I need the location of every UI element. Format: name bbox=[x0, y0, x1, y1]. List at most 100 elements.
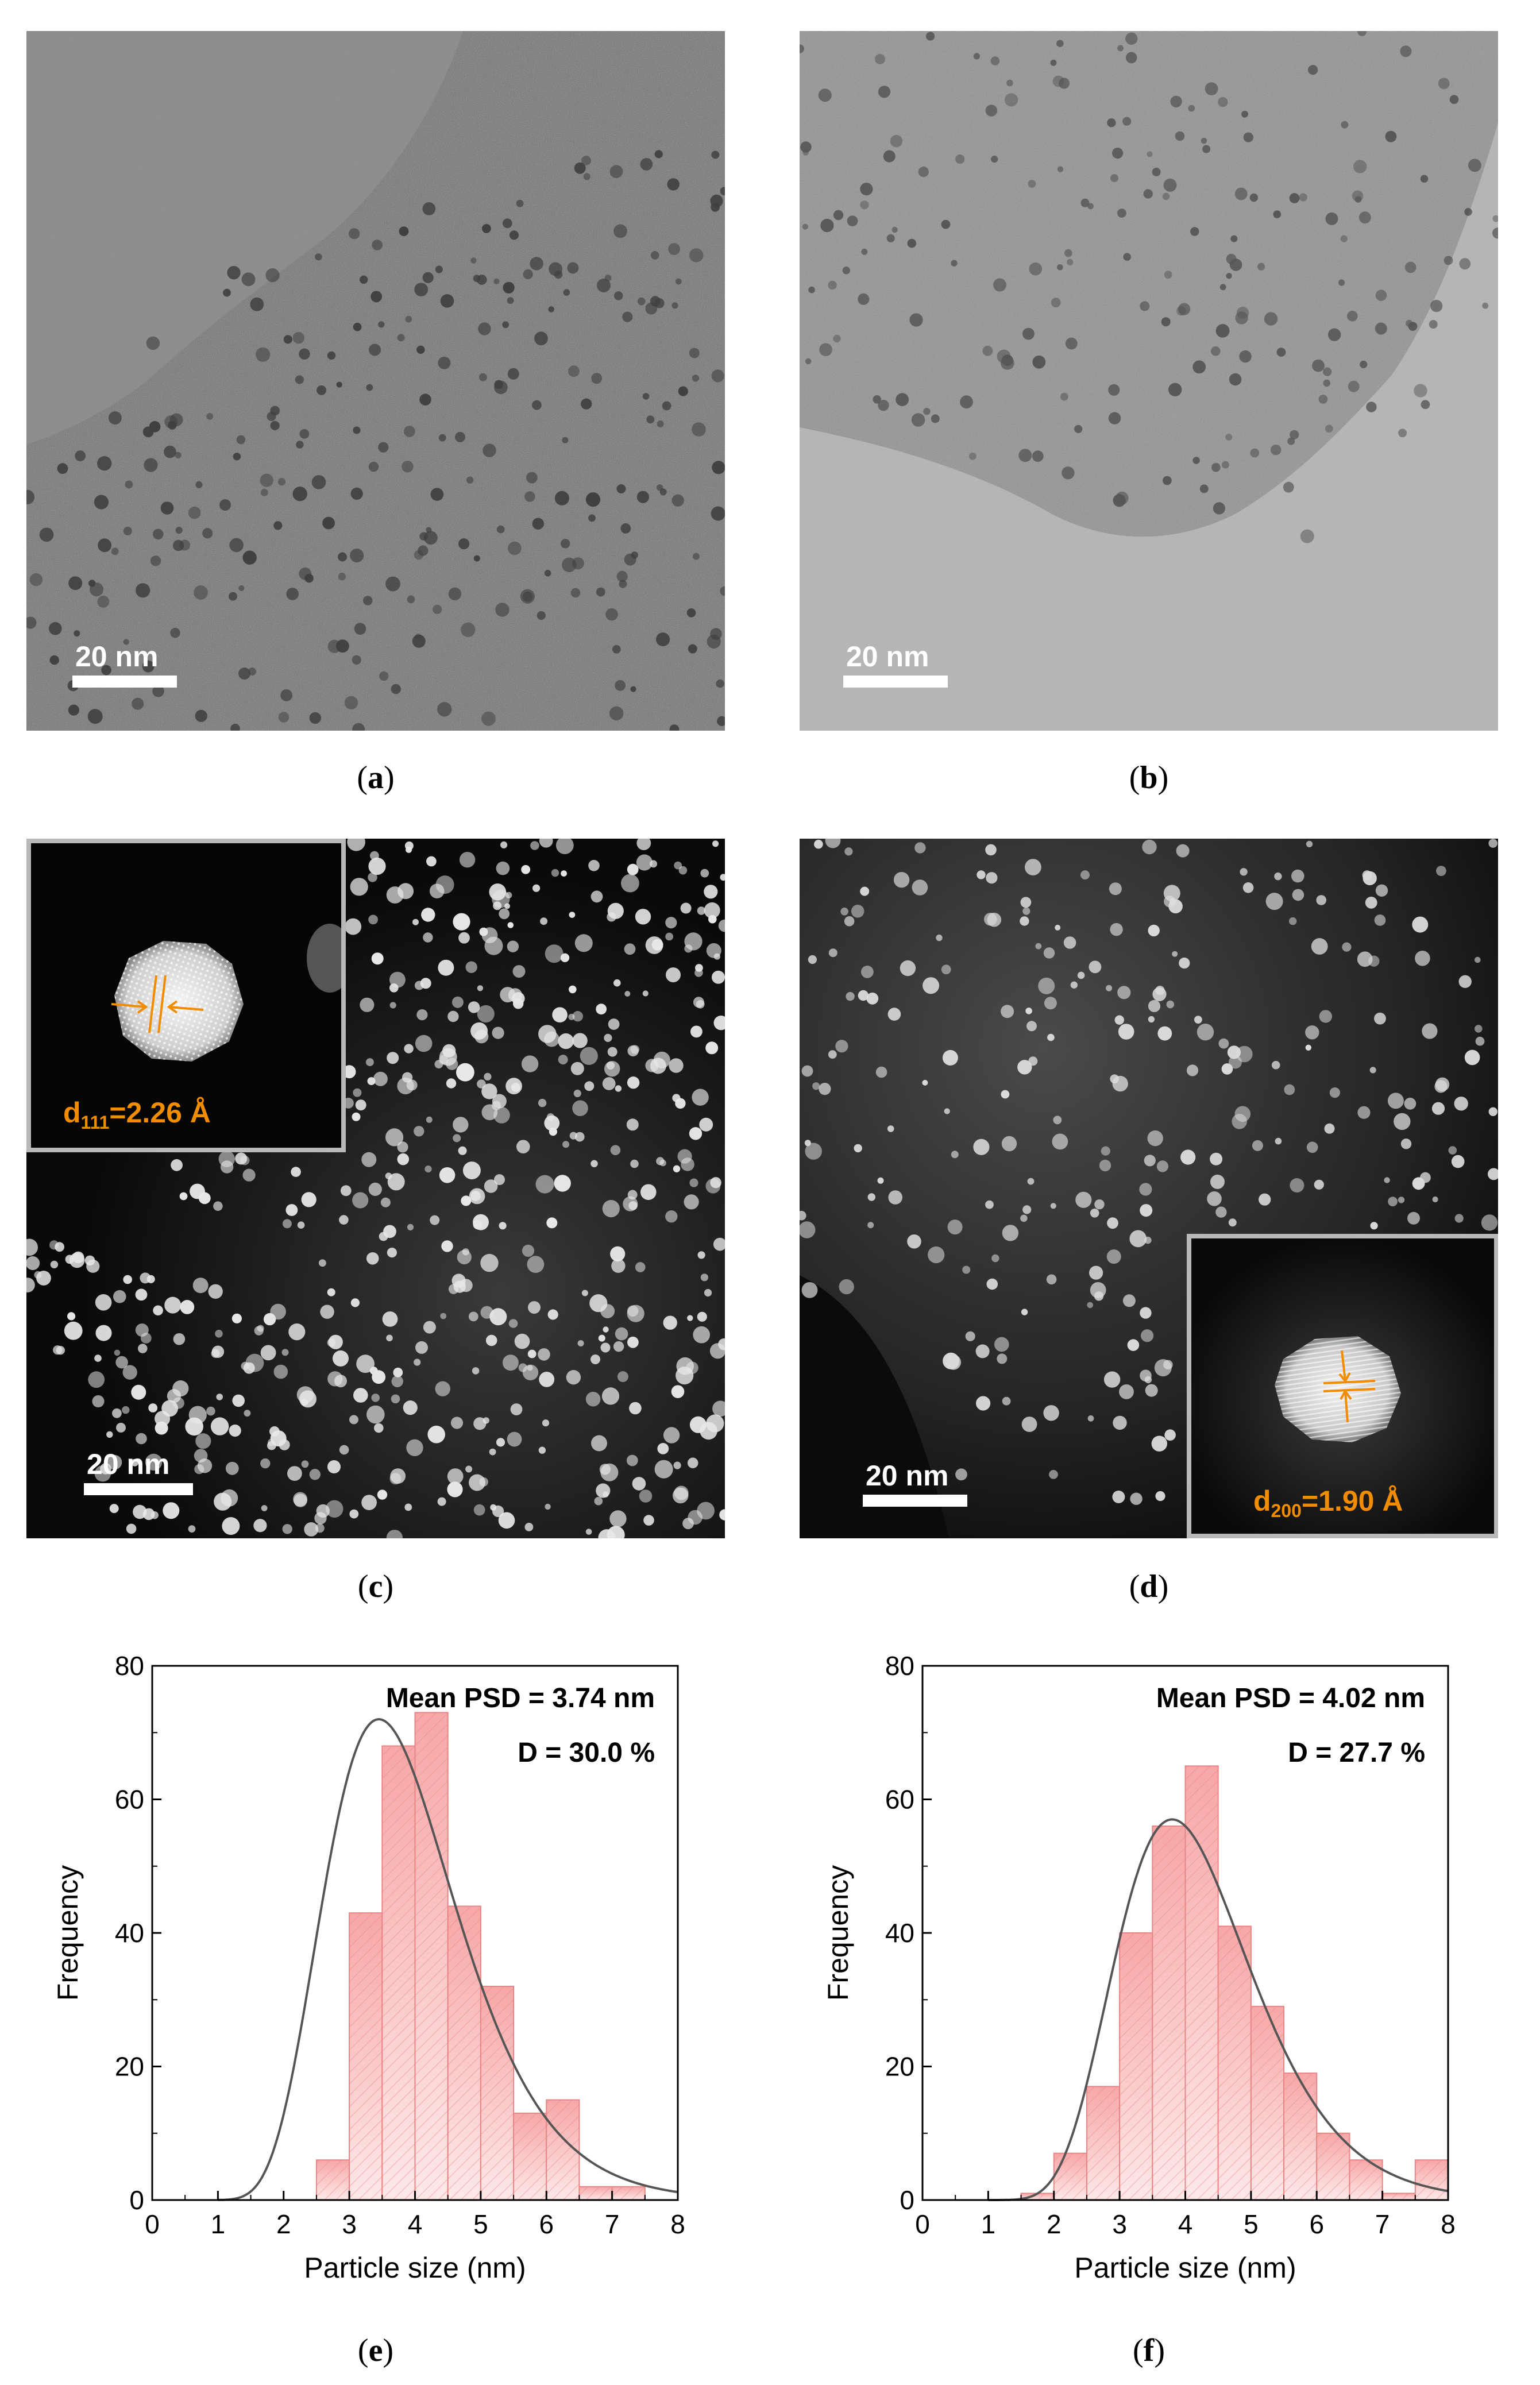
particle-dot bbox=[489, 1308, 507, 1326]
particle-dot bbox=[277, 478, 286, 486]
histogram-bar-hatch bbox=[1152, 1826, 1186, 2200]
particle-dot bbox=[1398, 429, 1407, 438]
particle-dot bbox=[149, 421, 161, 433]
particle-dot bbox=[1300, 529, 1314, 543]
particle-dot bbox=[171, 1159, 183, 1171]
particle-dot bbox=[1057, 264, 1063, 271]
particle-dot bbox=[526, 472, 538, 484]
particle-dot bbox=[1029, 263, 1043, 276]
particle-dot bbox=[609, 165, 623, 179]
scale-bar-a: 20 nm bbox=[72, 640, 187, 703]
particle-dot bbox=[635, 909, 651, 925]
particle-dot bbox=[1458, 975, 1472, 988]
particle-dot bbox=[477, 985, 484, 991]
particle-dot bbox=[657, 484, 663, 491]
particle-dot bbox=[352, 655, 361, 665]
scale-bar-line bbox=[863, 1495, 967, 1507]
particle-dot bbox=[415, 1035, 433, 1052]
particle-dot bbox=[626, 1454, 638, 1466]
particle-dot bbox=[69, 1252, 85, 1268]
particle-dot bbox=[1305, 1044, 1311, 1051]
particle-dot bbox=[430, 1215, 440, 1225]
particle-dot bbox=[1062, 466, 1075, 480]
particle-dot bbox=[692, 553, 700, 560]
particle-dot bbox=[1156, 1160, 1168, 1172]
particle-dot bbox=[473, 555, 480, 562]
particle-dot bbox=[265, 268, 280, 283]
particle-dot bbox=[1388, 1197, 1398, 1207]
particle-dot bbox=[1050, 59, 1057, 66]
particle-dot bbox=[665, 917, 677, 929]
particle-dot bbox=[135, 1323, 149, 1337]
particle-dot bbox=[808, 955, 817, 964]
particle-dot bbox=[546, 1217, 558, 1229]
particle-dot bbox=[819, 1083, 831, 1095]
particle-dot bbox=[1271, 1060, 1280, 1070]
tem-image-a: 20 nm bbox=[26, 31, 725, 731]
particle-dot bbox=[1239, 350, 1252, 363]
particle-dot bbox=[918, 167, 929, 177]
particle-dot bbox=[590, 890, 603, 903]
particle-dot bbox=[878, 86, 891, 98]
particle-dot bbox=[214, 1492, 232, 1511]
particle-dot bbox=[635, 1262, 646, 1272]
particle-dot bbox=[250, 297, 264, 311]
particle-dot bbox=[554, 1175, 571, 1192]
particle-dot bbox=[195, 709, 207, 722]
particle-dot bbox=[407, 595, 415, 604]
particle-dot bbox=[839, 1279, 854, 1295]
particle-dot bbox=[613, 979, 621, 987]
particle-dot bbox=[1284, 1084, 1295, 1095]
particle-dot bbox=[180, 1300, 195, 1314]
particle-dot bbox=[877, 1177, 884, 1184]
particle-dot bbox=[223, 288, 231, 297]
particle-dot bbox=[590, 1354, 600, 1364]
particle-dot bbox=[458, 932, 470, 944]
particle-dot bbox=[689, 1178, 698, 1187]
particle-dot bbox=[1163, 885, 1180, 902]
particle-dot bbox=[1415, 951, 1430, 966]
particle-dot bbox=[700, 869, 709, 878]
particle-dot bbox=[484, 1072, 492, 1080]
particle-dot bbox=[230, 723, 240, 731]
particle-dot bbox=[802, 223, 808, 230]
histogram-bar-hatch bbox=[1284, 2073, 1317, 2200]
particle-dot bbox=[453, 1134, 461, 1143]
particle-dot bbox=[1047, 1033, 1055, 1041]
x-tick-label: 6 bbox=[1309, 2209, 1324, 2239]
particle-dot bbox=[562, 557, 577, 572]
particle-dot bbox=[292, 332, 304, 344]
particle-dot bbox=[109, 1504, 119, 1514]
particle-dot bbox=[516, 1140, 530, 1153]
stem-inset-d: d200=1.90 Å bbox=[1187, 1234, 1498, 1538]
particle-dot bbox=[1369, 1067, 1376, 1074]
particle-dot bbox=[155, 1421, 168, 1435]
particle-dot bbox=[404, 426, 415, 437]
particle-dot bbox=[597, 278, 611, 292]
particle-dot bbox=[1109, 882, 1122, 896]
particle-dot bbox=[522, 1364, 539, 1380]
particle-dot bbox=[991, 1254, 999, 1263]
particle-dot bbox=[484, 1179, 498, 1193]
particle-dot bbox=[668, 243, 680, 255]
particle-dot bbox=[188, 1406, 207, 1424]
stats-annotation: D = 27.7 % bbox=[1288, 1738, 1425, 1768]
particle-dot bbox=[847, 215, 858, 226]
particle-dot bbox=[378, 321, 385, 328]
particle-dot bbox=[912, 879, 928, 896]
particle-dot bbox=[622, 311, 633, 322]
particle-dot bbox=[1074, 424, 1083, 434]
histogram-bar-hatch bbox=[480, 1986, 514, 2200]
particle-dot bbox=[805, 358, 812, 365]
particle-dot bbox=[1051, 298, 1061, 308]
particle-dot bbox=[1020, 916, 1029, 926]
particle-dot bbox=[800, 44, 804, 53]
particle-dot bbox=[667, 178, 680, 191]
particle-dot bbox=[689, 1127, 703, 1140]
particle-dot bbox=[572, 1033, 588, 1048]
particle-dot bbox=[349, 1415, 358, 1425]
particle-dot bbox=[477, 1005, 495, 1023]
particle-dot bbox=[194, 585, 208, 600]
particle-dot bbox=[686, 608, 696, 618]
particle-dot bbox=[474, 1029, 489, 1044]
